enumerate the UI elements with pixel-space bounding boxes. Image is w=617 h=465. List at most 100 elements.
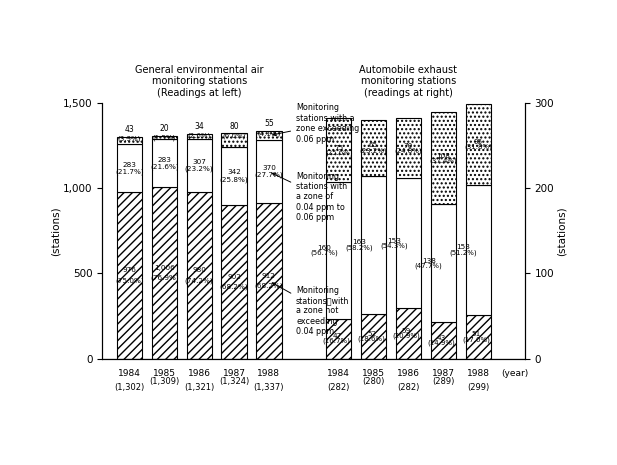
Bar (186, 192, 212, 359)
Text: (56.7%): (56.7%) (310, 250, 338, 256)
Text: (24.8%): (24.8%) (395, 147, 422, 154)
Bar (186, 133, 212, 140)
Text: 34: 34 (194, 122, 204, 131)
Bar (431, 113, 456, 205)
Bar (152, 187, 177, 359)
Text: (54.3%): (54.3%) (380, 243, 408, 249)
Text: (280): (280) (362, 377, 385, 385)
Text: 307: 307 (193, 159, 206, 165)
Text: 47: 47 (332, 333, 341, 339)
Bar (396, 308, 421, 359)
Y-axis label: (stations): (stations) (50, 206, 60, 256)
Text: (20.9%): (20.9%) (392, 333, 420, 339)
Text: (68.2%): (68.2%) (255, 283, 283, 289)
Text: (14.9%): (14.9%) (428, 339, 455, 346)
Text: 1,006: 1,006 (154, 265, 175, 271)
Text: (289): (289) (432, 377, 455, 385)
Text: 283: 283 (157, 157, 171, 163)
Text: 980: 980 (193, 267, 206, 273)
Bar (326, 182, 351, 319)
Text: (16.7%): (16.7%) (323, 338, 350, 345)
Text: 51: 51 (471, 332, 481, 338)
Text: (25.6%): (25.6%) (325, 150, 352, 156)
Text: (31.8%): (31.8%) (464, 144, 492, 150)
Text: (299): (299) (467, 383, 489, 392)
Text: (37.4%): (37.4%) (429, 158, 457, 164)
Text: (21.7%): (21.7%) (115, 168, 144, 175)
Bar (256, 140, 281, 203)
Bar (326, 319, 351, 359)
Text: 1985: 1985 (153, 369, 176, 378)
Bar (431, 205, 456, 322)
Bar (117, 144, 142, 193)
Bar (431, 322, 456, 359)
Bar (361, 314, 386, 359)
Bar (256, 203, 281, 359)
Text: 59: 59 (402, 328, 411, 334)
Text: 1985: 1985 (362, 369, 385, 378)
Text: (76.9%): (76.9%) (150, 275, 178, 281)
Text: (17.0%): (17.0%) (462, 336, 491, 343)
Bar (466, 315, 491, 359)
Bar (396, 178, 421, 308)
Text: (year): (year) (502, 369, 529, 378)
Bar (186, 140, 212, 192)
Text: (1,337): (1,337) (254, 383, 284, 392)
Text: 1987: 1987 (432, 369, 455, 378)
Text: (27.7%): (27.7%) (255, 172, 283, 179)
Text: Automobile exhaust
monitoring stations
(readings at right): Automobile exhaust monitoring stations (… (360, 65, 457, 98)
Text: 65: 65 (369, 142, 378, 148)
Text: 912: 912 (262, 273, 276, 279)
Text: (18.6%): (18.6%) (358, 336, 386, 342)
Text: 160: 160 (317, 245, 331, 251)
Text: 163: 163 (352, 239, 366, 246)
Text: 153: 153 (457, 245, 470, 251)
Text: 342: 342 (227, 169, 241, 175)
Text: (1.5%): (1.5%) (152, 135, 176, 141)
Text: 370: 370 (262, 166, 276, 172)
Text: (51.2%): (51.2%) (450, 249, 478, 256)
Bar (222, 133, 247, 147)
Text: (282): (282) (328, 383, 350, 392)
Text: 1988: 1988 (257, 369, 280, 378)
Text: 153: 153 (387, 238, 400, 244)
Text: (47.7%): (47.7%) (415, 263, 442, 269)
Bar (326, 119, 351, 182)
Text: 138: 138 (421, 258, 436, 264)
Bar (152, 136, 177, 139)
Text: (1,321): (1,321) (184, 383, 214, 392)
Text: (282): (282) (397, 383, 420, 392)
Text: 902: 902 (227, 274, 241, 280)
Text: (1,309): (1,309) (149, 377, 180, 385)
Text: 43: 43 (125, 125, 135, 134)
Text: 55: 55 (264, 120, 274, 128)
Bar (361, 175, 386, 314)
Text: (6.0%): (6.0%) (222, 132, 246, 139)
Text: (2.6%): (2.6%) (188, 133, 211, 139)
Text: 75: 75 (334, 145, 343, 151)
Text: 1984: 1984 (327, 369, 350, 378)
Text: 976: 976 (122, 267, 136, 273)
Bar (466, 104, 491, 185)
Text: (75.0%): (75.0%) (115, 277, 144, 284)
Bar (152, 139, 177, 187)
Text: 1986: 1986 (397, 369, 420, 378)
Text: 20: 20 (159, 124, 169, 133)
Text: 283: 283 (122, 162, 136, 168)
Text: (74.2%): (74.2%) (185, 277, 213, 284)
Text: 1987: 1987 (223, 369, 246, 378)
Bar (117, 193, 142, 359)
Bar (396, 119, 421, 178)
Bar (466, 185, 491, 315)
Text: (1,302): (1,302) (114, 383, 144, 392)
Bar (256, 131, 281, 140)
Text: 1988: 1988 (466, 369, 490, 378)
Text: 95: 95 (474, 139, 483, 145)
Text: Monitoring
stations with a
zone exceeding
0.06 ppm: Monitoring stations with a zone exceedin… (273, 103, 359, 144)
Bar (117, 137, 142, 144)
Text: 1986: 1986 (188, 369, 210, 378)
Text: Monitoring
stations with
a zone not
exceeding
0.04 ppm: Monitoring stations with a zone not exce… (272, 283, 349, 336)
Text: (23.2%): (23.2%) (360, 147, 387, 153)
Text: (4.1%): (4.1%) (257, 130, 281, 137)
Bar (222, 205, 247, 359)
